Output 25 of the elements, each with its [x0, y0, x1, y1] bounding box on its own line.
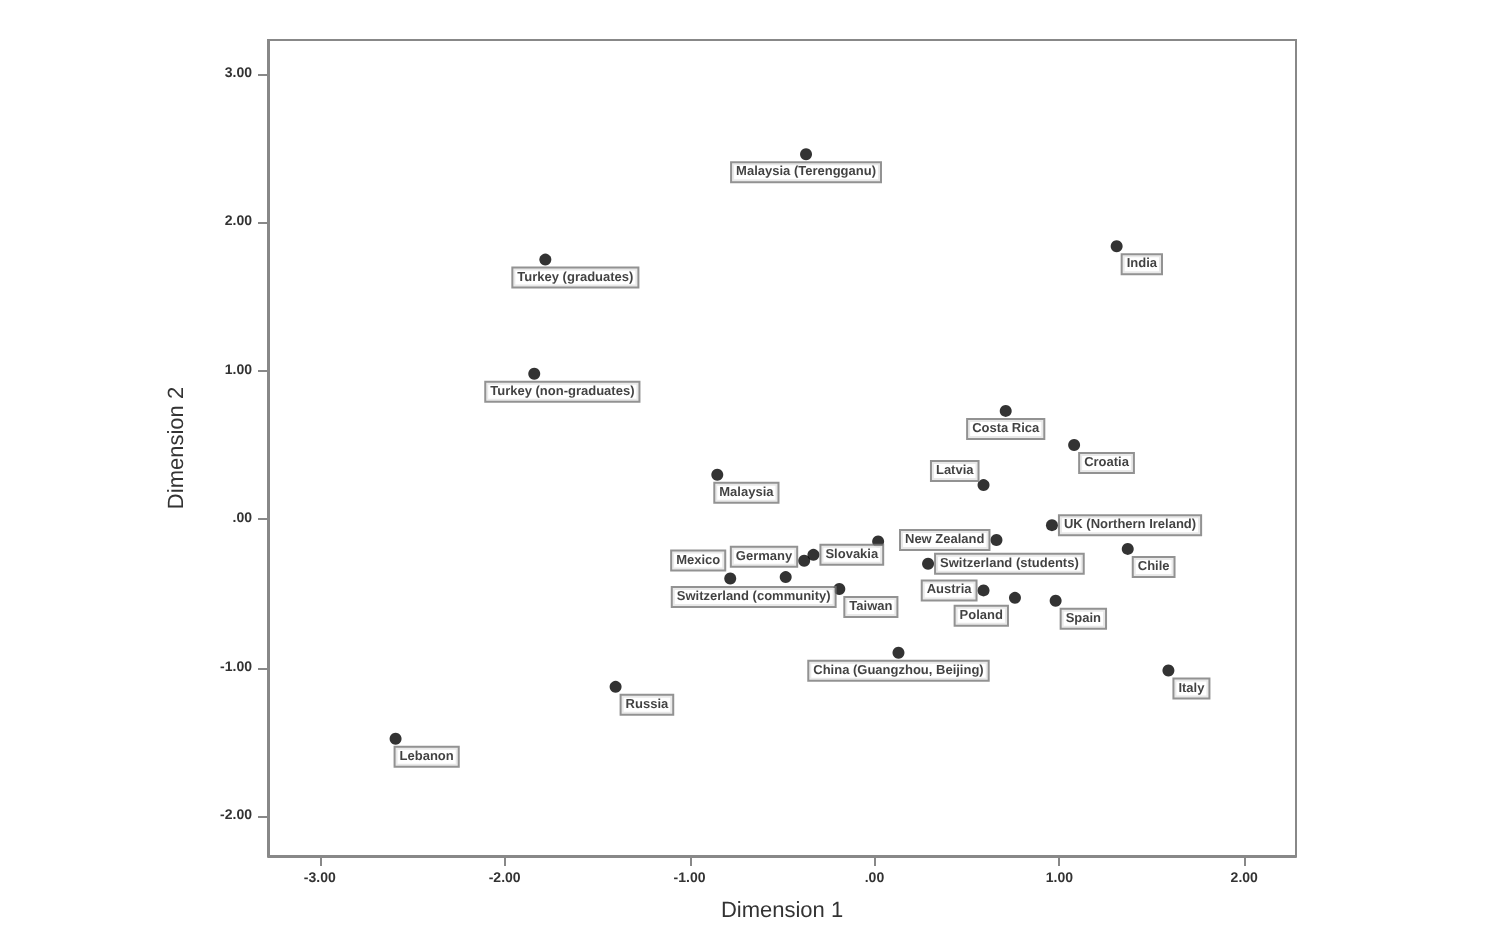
- x-axis-title: Dimension 1: [720, 899, 844, 923]
- point: [1068, 439, 1081, 452]
- point: [990, 533, 1003, 546]
- point: [807, 548, 820, 561]
- point: [779, 571, 792, 584]
- point: [892, 646, 905, 659]
- point: [1049, 594, 1062, 607]
- point: [539, 253, 552, 266]
- point: [1008, 591, 1021, 604]
- point: [999, 404, 1012, 417]
- point: [1162, 664, 1175, 677]
- point: [977, 479, 990, 492]
- point: [922, 557, 935, 570]
- point: [389, 732, 402, 745]
- point: [711, 468, 724, 481]
- point: [609, 680, 622, 693]
- point: [798, 554, 811, 567]
- point: [1045, 519, 1058, 532]
- point: [528, 367, 541, 380]
- point: [724, 572, 737, 585]
- point: [800, 148, 813, 161]
- point: [1110, 240, 1123, 253]
- point: [1121, 542, 1134, 555]
- point: [977, 584, 990, 597]
- y-axis-title: Dimension 2: [165, 386, 189, 510]
